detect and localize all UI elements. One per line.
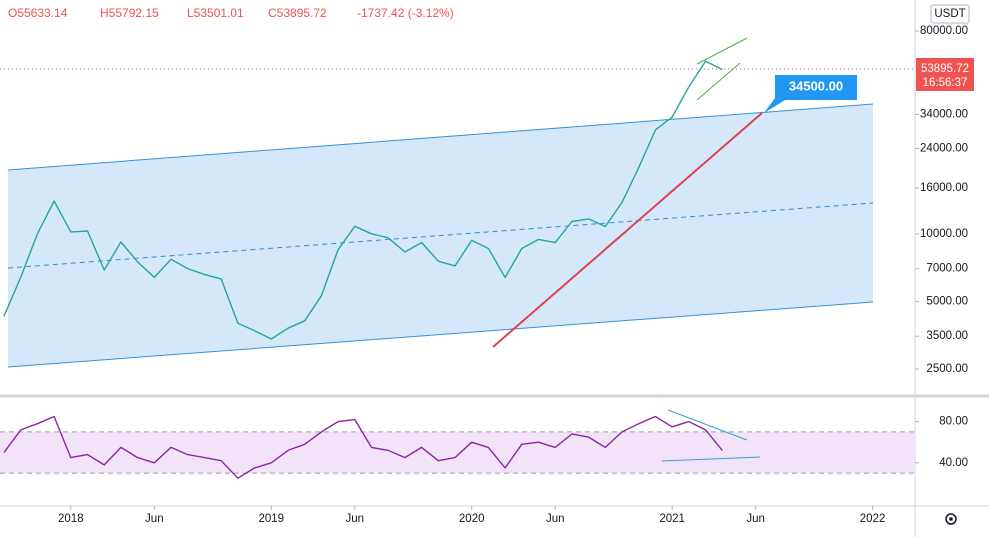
- currency-box[interactable]: [930, 4, 970, 24]
- wedge-upper: [696, 37, 748, 65]
- x-tick-label: 2020: [459, 513, 485, 525]
- x-tick-label: Jun: [746, 513, 765, 525]
- last-price-tag: [916, 58, 974, 91]
- channel-upper: [7, 103, 874, 171]
- rsi-trend-lower: [661, 456, 761, 462]
- settings-icon[interactable]: [945, 513, 957, 525]
- x-tick-label: Jun: [546, 513, 565, 525]
- y-tick-label: 24000.00: [920, 142, 968, 154]
- x-tick-label: 2022: [860, 513, 886, 525]
- gear[interactable]: [945, 513, 957, 525]
- y-tick-label: 2500.00: [926, 363, 968, 375]
- x-tick-label: 2019: [258, 513, 284, 525]
- y-tick-label: 7000.00: [926, 263, 968, 275]
- x-tick-label: 2021: [659, 513, 685, 525]
- y-tick-label: 16000.00: [920, 182, 968, 194]
- y-tick-label: 34000.00: [920, 109, 968, 121]
- currency[interactable]: USDT: [934, 8, 965, 20]
- callout-box[interactable]: [764, 75, 857, 113]
- x-tick-label: 2018: [58, 513, 84, 525]
- last-price: 53895.72: [921, 63, 969, 75]
- y-tick-label: 5000.00: [926, 295, 968, 307]
- ohlc-open: O55633.14: [8, 6, 68, 20]
- countdown: 16:56:37: [923, 77, 968, 89]
- ohlc-low: L53501.01: [187, 6, 244, 20]
- callout-text[interactable]: 34500.00: [789, 78, 843, 93]
- channel-lower: [7, 301, 874, 368]
- y-tick-label: 10000.00: [920, 228, 968, 240]
- y-tick-label: 80.00: [939, 416, 968, 428]
- gear-center[interactable]: [949, 517, 953, 521]
- ohlc-high: H55792.15: [100, 6, 159, 20]
- ohlc-change: -1737.42 (-3.12%): [357, 6, 454, 20]
- x-tick-label: Jun: [346, 513, 365, 525]
- rsi-band-group: [0, 431, 915, 474]
- rsi-trend-upper: [667, 409, 748, 441]
- x-tick-label: Jun: [145, 513, 164, 525]
- series-line: [3, 60, 723, 340]
- y-tick-label: 3500.00: [926, 330, 968, 342]
- rsi-band-fill: [0, 431, 915, 474]
- ohlc-close: C53895.72: [268, 6, 327, 20]
- series-line: [3, 415, 723, 479]
- trend-line: [492, 112, 763, 348]
- y-tick-label: 80000.00: [920, 25, 968, 37]
- y-tick-label: 40.00: [939, 457, 968, 469]
- channel-mid: [7, 202, 874, 269]
